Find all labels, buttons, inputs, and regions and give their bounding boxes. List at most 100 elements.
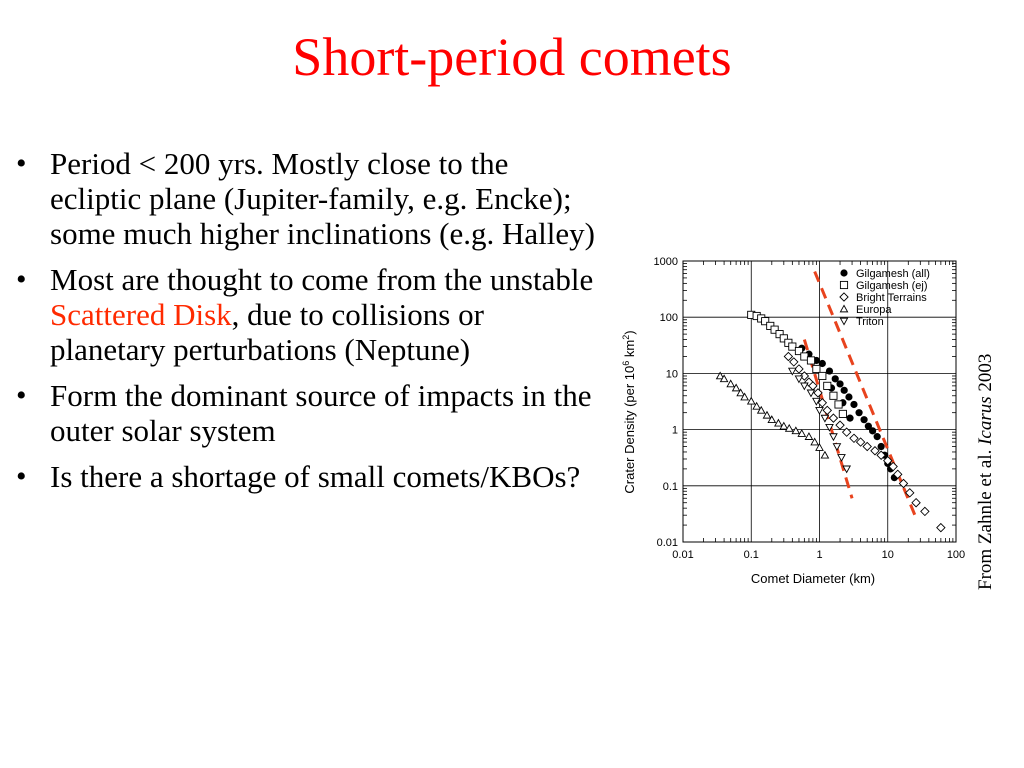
fit-line: [802, 339, 854, 499]
data-point: [834, 400, 843, 409]
y-tick-label: 10: [666, 368, 678, 380]
data-point: [877, 442, 885, 451]
legend-marker: [839, 280, 849, 290]
data-point: [794, 364, 804, 374]
data-point: [767, 415, 777, 424]
bullet-dot-icon: •: [16, 379, 27, 412]
y-tick-label: 1000: [654, 256, 678, 268]
data-point: [770, 325, 779, 334]
data-point: [740, 392, 750, 401]
data-point: [736, 388, 746, 397]
bullet-text-pre: Most are thought to come from the unstab…: [50, 262, 594, 297]
data-point: [846, 414, 854, 422]
data-point: [864, 422, 872, 430]
data-point: [726, 379, 736, 388]
data-point: [835, 420, 845, 430]
data-point: [911, 497, 921, 508]
chart-svg: 0.01 0.1 1 10 100 0.01 0.1 1 10 100 1000 Gilgamesh…: [621, 256, 965, 586]
data-point: [883, 455, 893, 466]
data-point: [825, 423, 834, 432]
data-point: [892, 469, 903, 480]
bullet-text: Form the dominant source of impacts in t…: [50, 378, 592, 448]
data-point: [746, 396, 756, 405]
data-point: [832, 443, 842, 452]
legend-label: Gilgamesh (ej): [856, 280, 928, 292]
y-axis-label: Crater Density (per 106 km2): [621, 330, 637, 493]
bullet-dot-icon: •: [16, 147, 27, 180]
bullet-item: • Most are thought to come from the unst…: [14, 262, 604, 367]
data-point: [815, 442, 824, 451]
data-point: [774, 418, 783, 427]
x-tick-label: 0.1: [744, 549, 759, 561]
crater-density-chart: 0.01 0.1 1 10 100 0.01 0.1 1 10 100 1000 Gilgamesh…: [620, 250, 970, 595]
x-tick-label: 0.01: [672, 549, 693, 561]
chart-legend: Gilgamesh (all)Gilgamesh (ej)Bright Terr…: [839, 268, 930, 328]
data-point: [779, 334, 788, 343]
legend-marker: [839, 304, 849, 313]
data-point: [756, 405, 766, 414]
data-point: [806, 389, 816, 398]
data-point: [905, 488, 915, 498]
data-point: [828, 413, 839, 423]
data-point: [829, 391, 838, 400]
bullet-dot-icon: •: [16, 460, 27, 493]
legend-label: Triton: [856, 316, 884, 328]
legend-marker: [840, 269, 848, 277]
slide-title: Short-period comets: [292, 27, 732, 87]
data-point: [719, 374, 729, 383]
data-point: [837, 454, 846, 462]
data-point: [841, 427, 852, 437]
figure-credit: From Zahnle et al. Icarus 2003: [975, 354, 997, 590]
data-point: [788, 342, 797, 351]
x-tick-label: 1: [816, 549, 822, 561]
legend-label: Europa: [856, 304, 892, 316]
data-point: [787, 367, 797, 376]
bullet-item: • Period < 200 yrs. Mostly close to the …: [14, 146, 604, 251]
data-point: [855, 409, 863, 417]
data-point: [936, 522, 946, 533]
data-point: [815, 407, 824, 415]
bullet-dot-icon: •: [16, 263, 27, 296]
data-point: [855, 437, 866, 447]
data-point: [820, 414, 830, 423]
data-point: [836, 380, 844, 388]
data-point: [860, 416, 868, 424]
legend-marker: [839, 292, 849, 302]
x-tick-label: 100: [947, 549, 965, 561]
bullet-item: • Is there a shortage of small comets/KB…: [14, 459, 604, 494]
credit-text: From Zahnle et al.: [975, 444, 996, 590]
data-point: [752, 401, 762, 410]
data-point: [797, 429, 807, 437]
y-tick-label: 100: [660, 312, 678, 324]
data-point: [715, 371, 725, 380]
data-point: [849, 433, 859, 444]
chart-grid: [682, 260, 957, 543]
data-point: [869, 427, 877, 435]
data-point: [794, 346, 804, 356]
data-point: [829, 433, 838, 442]
legend-label: Bright Terrains: [856, 292, 927, 304]
data-point: [813, 388, 823, 398]
data-point: [845, 393, 853, 401]
bullet-list: • Period < 200 yrs. Mostly close to the …: [14, 146, 604, 505]
data-point: [812, 364, 821, 374]
bullet-text: Is there a shortage of small comets/KBOs…: [50, 459, 581, 494]
data-point: [876, 450, 886, 460]
data-point: [799, 371, 810, 381]
data-point: [870, 446, 880, 456]
data-point: [873, 433, 881, 441]
bullet-item: • Form the dominant source of impacts in…: [14, 378, 604, 448]
chart-points: [715, 310, 946, 533]
data-point: [784, 423, 794, 432]
legend-label: Gilgamesh (all): [856, 268, 930, 280]
credit-year: 2003: [975, 353, 996, 397]
bullet-text: Period < 200 yrs. Mostly close to the ec…: [50, 146, 595, 251]
data-point: [818, 371, 827, 381]
data-point: [762, 410, 772, 419]
y-tick-label: 0.01: [657, 537, 678, 549]
data-point: [817, 398, 828, 408]
data-point: [898, 478, 909, 489]
x-tick-label: 10: [882, 549, 894, 561]
data-point: [862, 441, 872, 452]
credit-journal: Icarus: [975, 396, 996, 445]
